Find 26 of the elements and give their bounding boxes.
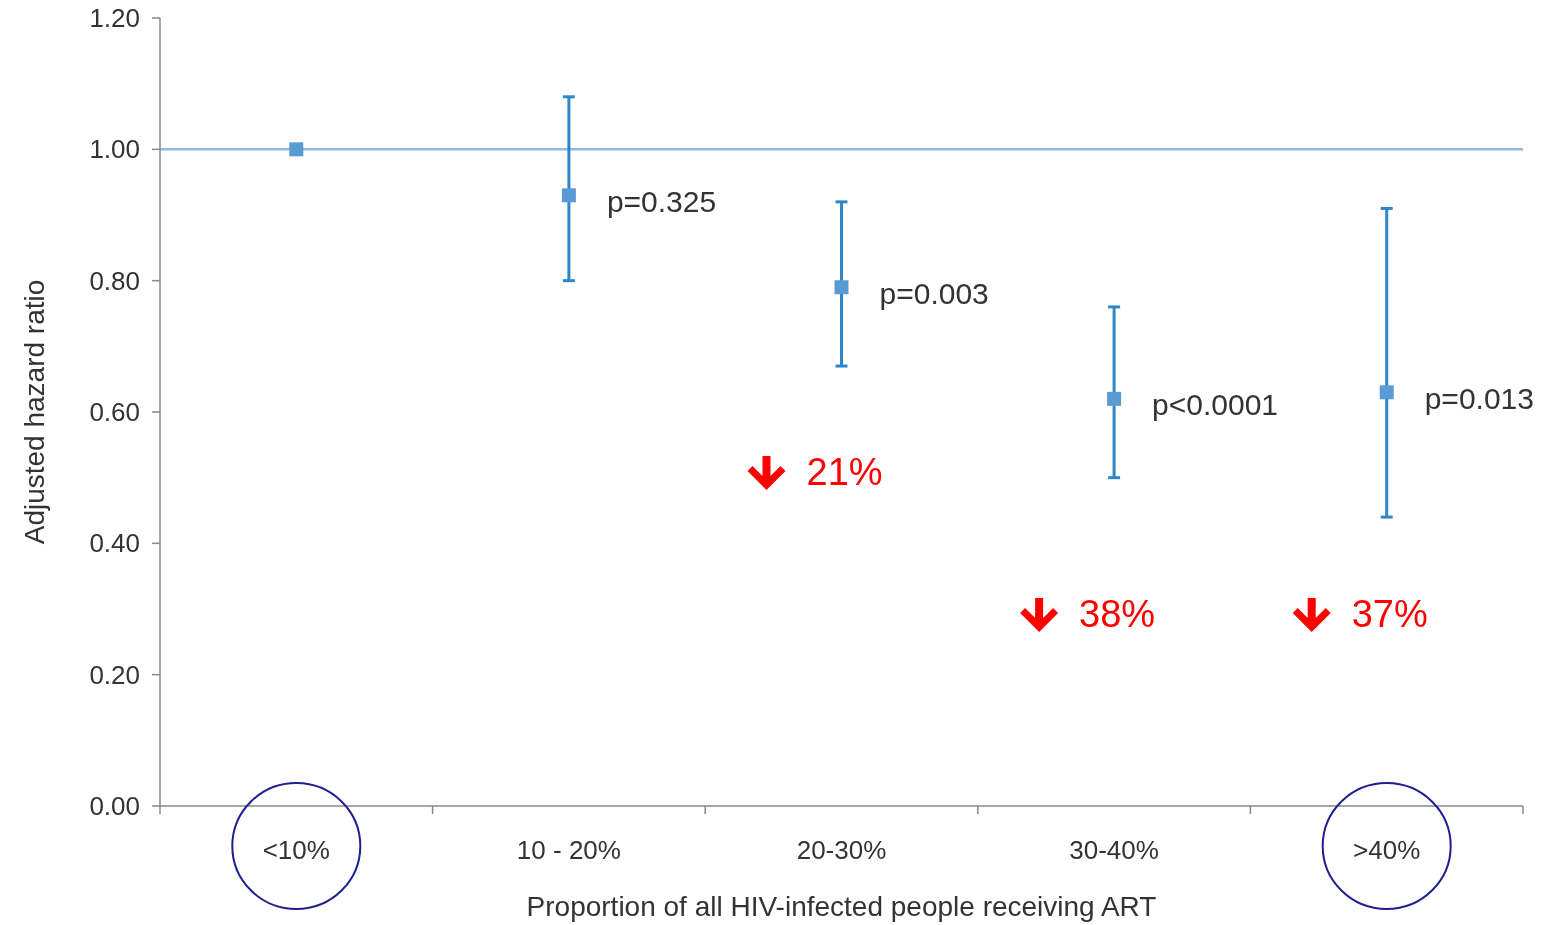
annotation: p=0.003 [879, 276, 989, 310]
annotation: 37% [1351, 593, 1428, 636]
x-tick-label: >40% [1353, 835, 1421, 866]
x-tick-label: 20-30% [796, 835, 887, 866]
x-axis-title: Proportion of all HIV-infected people receiving ART [526, 890, 1157, 922]
point [561, 188, 576, 203]
x-tick-label: 30-40% [1069, 835, 1159, 866]
y-tick-label: 1.00 [89, 134, 140, 165]
y-tick-label: 0.60 [89, 397, 140, 428]
y-tick-label: 0.00 [89, 791, 140, 822]
y-tick-label: 0.40 [89, 528, 140, 559]
point [1379, 385, 1394, 400]
x-tick-label: 10 - 20% [516, 835, 621, 866]
y-tick-label: 0.80 [89, 265, 140, 296]
y-tick-label: 1.20 [89, 3, 140, 34]
annotation: 38% [1079, 593, 1156, 636]
y-tick-label: 0.20 [89, 659, 140, 690]
annotation: 21% [806, 451, 883, 494]
point [289, 142, 304, 157]
annotation: p<0.0001 [1152, 388, 1279, 422]
point [834, 280, 849, 295]
x-tick-label: <10% [262, 835, 330, 866]
point [1107, 391, 1122, 406]
y-axis-title: Adjusted hazard ratio [18, 279, 50, 545]
annotation: p=0.325 [606, 184, 717, 218]
annotation: p=0.013 [1424, 381, 1534, 415]
